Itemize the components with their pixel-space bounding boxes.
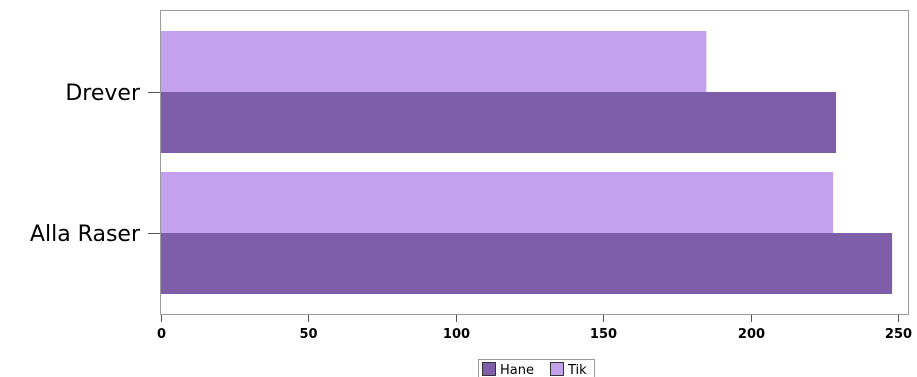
plot-frame: [160, 10, 909, 315]
legend-label-tik: Tik: [567, 363, 587, 377]
legend-swatch-hane: [482, 362, 496, 376]
bar-tik-alla-raser: [161, 172, 834, 233]
x-tick-label: 150: [590, 327, 617, 342]
x-tick-label: 200: [738, 327, 765, 342]
x-tick-label: 0: [157, 327, 166, 342]
legend-swatch-tik: [550, 362, 564, 376]
category-label: Drever: [65, 81, 141, 106]
bar-hane-alla-raser: [161, 233, 893, 294]
bar-tik-drever: [161, 31, 707, 92]
legend-label-hane: Hane: [500, 363, 534, 377]
category-label: Alla Raser: [30, 222, 141, 247]
x-tick-label: 50: [299, 327, 317, 342]
legend: Hane Tik: [478, 359, 595, 377]
x-tick-label: 250: [885, 327, 912, 342]
bar-hane-drever: [161, 92, 837, 153]
x-tick-label: 100: [443, 327, 470, 342]
legend-frame: [478, 359, 595, 377]
